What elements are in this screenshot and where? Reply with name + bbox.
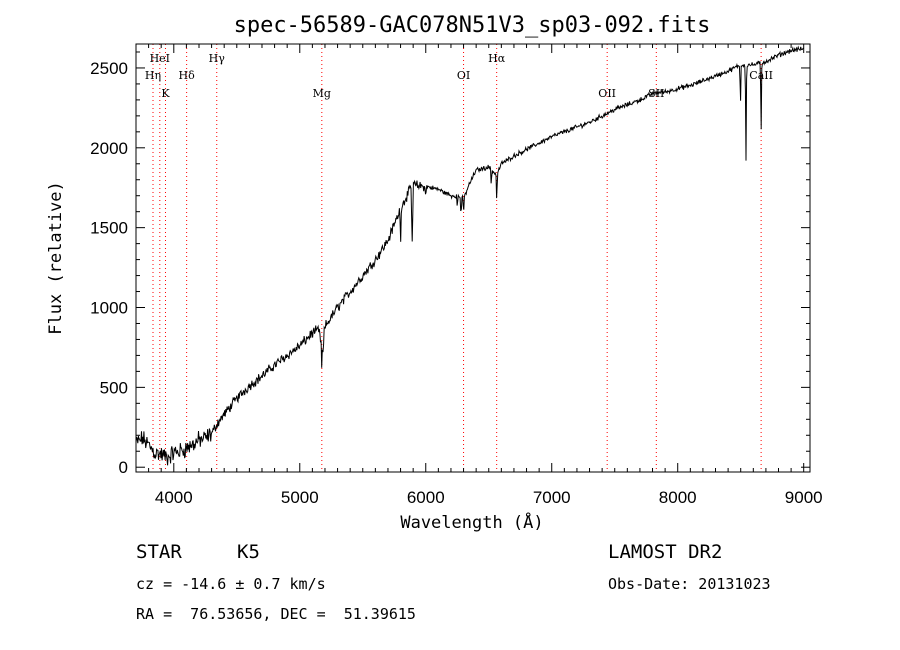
object-class: STAR bbox=[136, 541, 182, 563]
spectral-line-label: Hη bbox=[145, 69, 161, 82]
spectral-line-label: Hδ bbox=[179, 69, 196, 82]
spectral-line-label: Hγ bbox=[209, 52, 226, 65]
spectral-line-label: HeI bbox=[150, 52, 170, 65]
y-tick-label: 2000 bbox=[90, 139, 128, 158]
x-tick-label: 9000 bbox=[785, 488, 823, 507]
y-axis-label: Flux (relative) bbox=[46, 181, 66, 335]
y-tick-label: 2500 bbox=[90, 59, 128, 78]
x-axis-label: Wavelength (Å) bbox=[400, 511, 543, 533]
spectral-line-label: Hα bbox=[488, 52, 506, 65]
obs-date: Obs-Date: 20131023 bbox=[608, 575, 771, 593]
chart-title: spec-56589-GAC078N51V3_sp03-092.fits bbox=[234, 13, 711, 38]
object-subclass: K5 bbox=[237, 541, 260, 563]
survey-name: LAMOST DR2 bbox=[608, 541, 723, 563]
spectral-line-label: OI bbox=[457, 69, 470, 82]
y-tick-label: 1500 bbox=[90, 219, 128, 238]
coordinates-text: RA = 76.53656, DEC = 51.39615 bbox=[136, 605, 416, 623]
x-tick-label: 4000 bbox=[155, 488, 193, 507]
plot-frame bbox=[135, 43, 811, 473]
spectral-line-label: Mg bbox=[313, 87, 331, 100]
spectral-line-label: CaII bbox=[749, 69, 773, 82]
spectral-line-label: OII bbox=[598, 87, 616, 100]
y-tick-label: 0 bbox=[119, 458, 128, 477]
y-tick-label: 1000 bbox=[90, 299, 128, 318]
spectrum-line bbox=[135, 45, 804, 466]
redshift-text: cz = -14.6 ± 0.7 km/s bbox=[136, 575, 326, 593]
y-tick-label: 500 bbox=[100, 378, 128, 397]
x-tick-label: 8000 bbox=[659, 488, 697, 507]
x-tick-label: 7000 bbox=[533, 488, 571, 507]
x-tick-label: 6000 bbox=[407, 488, 445, 507]
spectral-line-label: K bbox=[161, 87, 170, 100]
x-tick-label: 5000 bbox=[281, 488, 319, 507]
